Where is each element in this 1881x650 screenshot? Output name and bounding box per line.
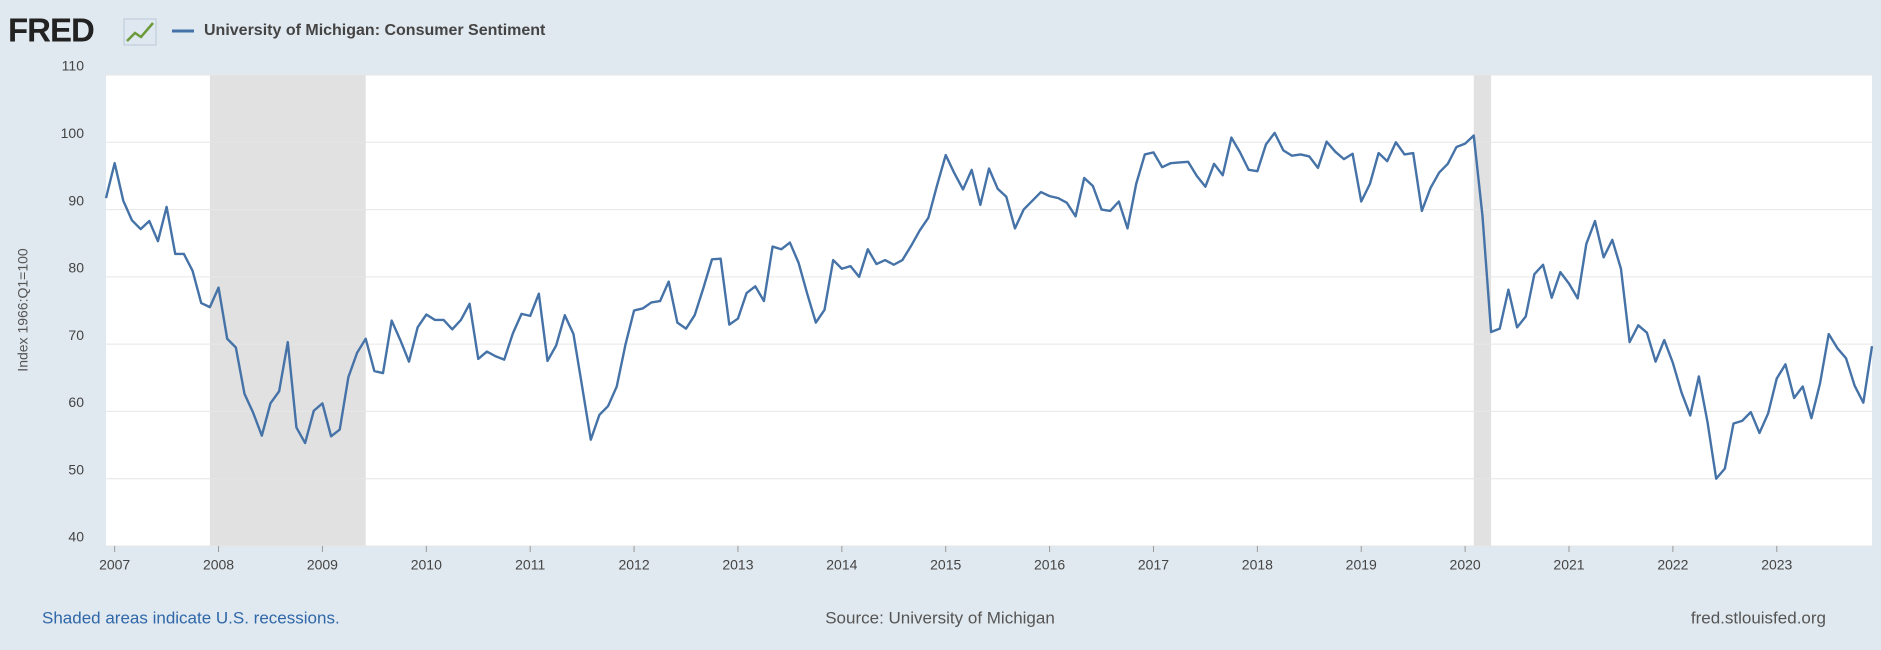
legend-label: University of Michigan: Consumer Sentime… (204, 22, 546, 39)
site-url[interactable]: fred.stlouisfed.org (1691, 608, 1826, 627)
x-tick-label: 2012 (618, 557, 649, 573)
fred-logo[interactable]: FRED (8, 12, 95, 49)
y-tick-label: 110 (62, 58, 85, 74)
plot-area (106, 75, 1872, 546)
x-tick-label: 2018 (1242, 557, 1273, 573)
x-tick-label: 2019 (1346, 557, 1377, 573)
recession-band (1473, 75, 1492, 546)
y-tick-label: 40 (68, 529, 84, 545)
y-tick-label: 90 (68, 192, 84, 208)
x-tick-label: 2011 (515, 557, 545, 573)
y-tick-label: 60 (68, 394, 84, 410)
x-tick-label: 2008 (203, 557, 234, 573)
x-tick-label: 2015 (930, 557, 961, 573)
series-line (104, 131, 1874, 480)
y-tick-label: 50 (68, 461, 84, 477)
x-tick-label: 2014 (826, 557, 857, 573)
y-tick-label: 100 (61, 125, 85, 141)
x-tick-label: 2009 (307, 557, 338, 573)
x-tick-label: 2021 (1553, 557, 1584, 573)
x-tick-label: 2016 (1034, 557, 1065, 573)
y-axis-title: Index 1966:Q1=100 (15, 248, 31, 372)
x-tick-label: 2022 (1657, 557, 1688, 573)
recession-note[interactable]: Shaded areas indicate U.S. recessions. (42, 608, 340, 627)
y-tick-label: 80 (68, 260, 84, 276)
logo-icon (123, 18, 157, 46)
x-tick-label: 2013 (722, 557, 753, 573)
x-tick-label: 2007 (99, 557, 130, 573)
y-tick-label: 70 (68, 327, 84, 343)
x-tick-label: 2020 (1450, 557, 1481, 573)
source: Source: University of Michigan (825, 608, 1055, 627)
x-tick-label: 2017 (1138, 557, 1169, 573)
x-tick-label: 2010 (411, 557, 442, 573)
x-tick-label: 2023 (1761, 557, 1792, 573)
recession-band (209, 75, 366, 546)
